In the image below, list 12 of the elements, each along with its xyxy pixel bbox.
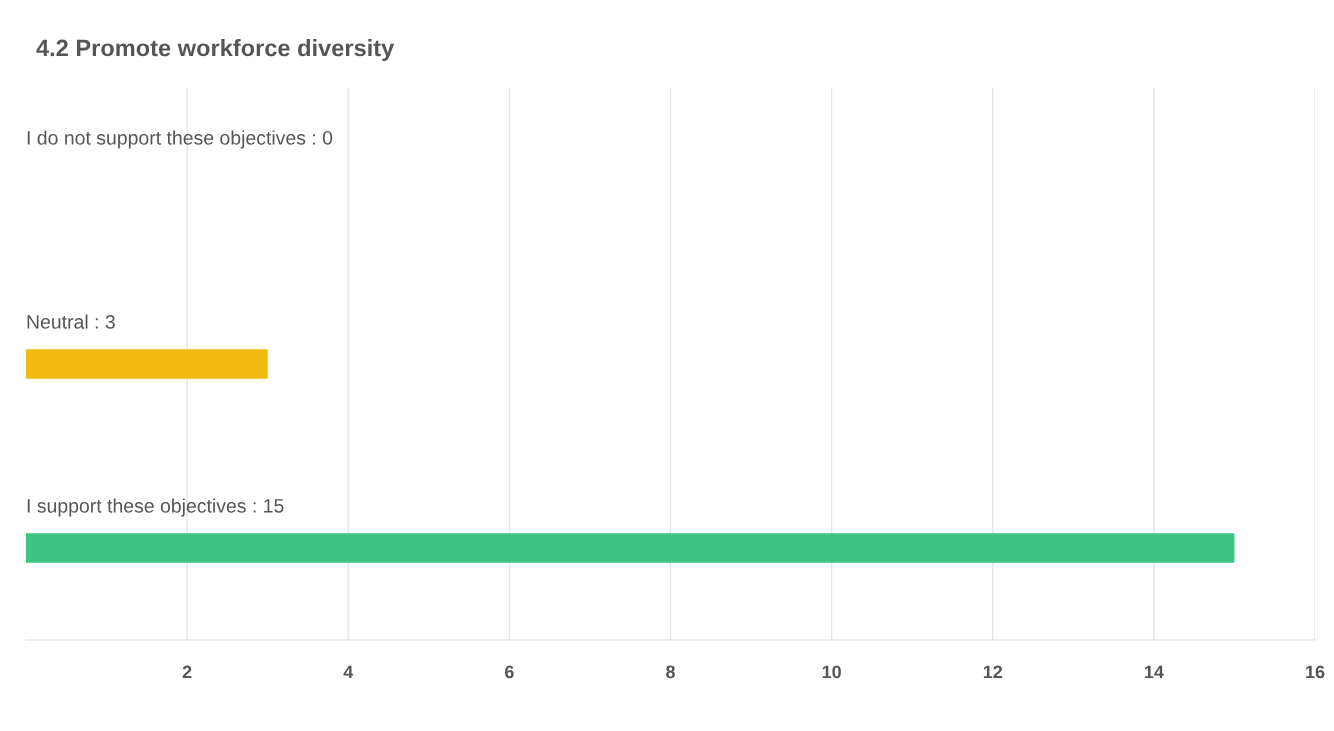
x-tick-label: 16 — [1306, 665, 1325, 679]
y-tick-label: Neutral : 3 — [27, 314, 115, 329]
y-tick-label: I do not support these objectives : 0 — [27, 130, 333, 149]
x-tick-label: 6 — [505, 665, 514, 679]
x-tick-label: 2 — [182, 665, 192, 679]
x-tick-label: 8 — [666, 665, 675, 679]
x-tick-label: 12 — [983, 665, 1003, 679]
chart-title: 4.2 Promote workforce diversity — [36, 39, 395, 61]
x-tick-label: 14 — [1144, 665, 1164, 679]
x-tick-label: 4 — [343, 665, 354, 679]
y-tick-label: I support these objectives : 15 — [27, 498, 284, 517]
x-tick-label: 10 — [822, 665, 841, 679]
